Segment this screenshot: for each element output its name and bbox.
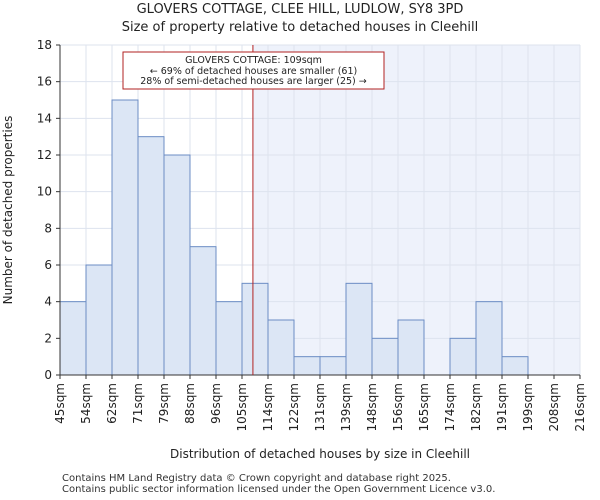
histogram-bar — [397, 319, 425, 376]
y-tick-label: 6 — [44, 258, 52, 272]
bar-layer — [59, 99, 529, 376]
x-tick-label: 105sqm — [235, 383, 249, 431]
x-tick-label: 216sqm — [573, 383, 587, 431]
x-axis-label: Distribution of detached houses by size … — [170, 447, 470, 461]
x-tick-label: 165sqm — [417, 383, 431, 431]
x-tick-label: 208sqm — [547, 383, 561, 431]
footer-line-1: Contains HM Land Registry data © Crown c… — [62, 473, 451, 484]
x-tick-label: 45sqm — [53, 383, 67, 424]
annotation-layer: GLOVERS COTTAGE: 109sqm ← 69% of detache… — [122, 51, 385, 90]
x-tick-label: 199sqm — [521, 383, 535, 431]
chart-title: GLOVERS COTTAGE, CLEE HILL, LUDLOW, SY8 … — [136, 2, 464, 17]
axis-layer: 0 2 4 6 8 10 12 14 16 18 45sqm 54sqm 62sqm 71sqm 79sqm… — [37, 38, 587, 431]
x-tick-label: 79sqm — [157, 383, 171, 424]
y-tick-label: 14 — [37, 111, 52, 125]
histogram-bar — [293, 356, 321, 376]
histogram-bar — [111, 99, 139, 376]
histogram-bar — [501, 356, 529, 376]
y-tick-label: 2 — [44, 331, 52, 345]
histogram-bar — [241, 282, 269, 376]
x-tick-label: 96sqm — [209, 383, 223, 424]
x-tick-label: 156sqm — [391, 383, 405, 431]
x-tick-label: 148sqm — [365, 383, 379, 431]
y-tick-label: 16 — [37, 75, 52, 89]
y-tick-label: 0 — [44, 368, 52, 382]
histogram-bar — [319, 356, 347, 376]
x-tick-label: 191sqm — [495, 383, 509, 431]
x-tick-label: 174sqm — [443, 383, 457, 431]
x-tick-label: 131sqm — [313, 383, 327, 431]
histogram-bar — [137, 136, 165, 376]
y-tick-label: 12 — [37, 148, 52, 162]
x-tick-label: 114sqm — [261, 383, 275, 431]
x-tick-label: 88sqm — [183, 383, 197, 424]
histogram-bar — [189, 246, 217, 376]
annotation-line-2: ← 69% of detached houses are smaller (61… — [150, 66, 357, 77]
histogram-bar — [371, 337, 399, 376]
histogram-bar — [163, 154, 191, 376]
y-tick-label: 18 — [37, 38, 52, 52]
histogram-bar — [449, 337, 477, 376]
histogram-bar — [85, 264, 113, 376]
histogram-bar — [345, 282, 373, 376]
histogram-bar — [267, 319, 295, 376]
x-tick-label: 62sqm — [105, 383, 119, 424]
annotation-line-3: 28% of semi-detached houses are larger (… — [140, 76, 367, 87]
y-tick-label: 10 — [37, 185, 52, 199]
x-tick-label: 54sqm — [79, 383, 93, 424]
y-axis-label: Number of detached properties — [1, 116, 15, 305]
annotation-line-1: GLOVERS COTTAGE: 109sqm — [185, 55, 322, 66]
y-tick-label: 8 — [44, 221, 52, 235]
histogram-bar — [215, 301, 243, 376]
chart-subtitle: Size of property relative to detached ho… — [121, 20, 479, 35]
annotation-box — [122, 51, 385, 90]
y-tick-label: 4 — [44, 295, 52, 309]
histogram-bar — [475, 301, 503, 376]
x-tick-label: 122sqm — [287, 383, 301, 431]
x-tick-label: 139sqm — [339, 383, 353, 431]
x-tick-label: 71sqm — [131, 383, 145, 424]
footer-line-2: Contains public sector information licen… — [62, 484, 496, 495]
x-tick-label: 182sqm — [469, 383, 483, 431]
histogram-bar — [59, 301, 87, 376]
